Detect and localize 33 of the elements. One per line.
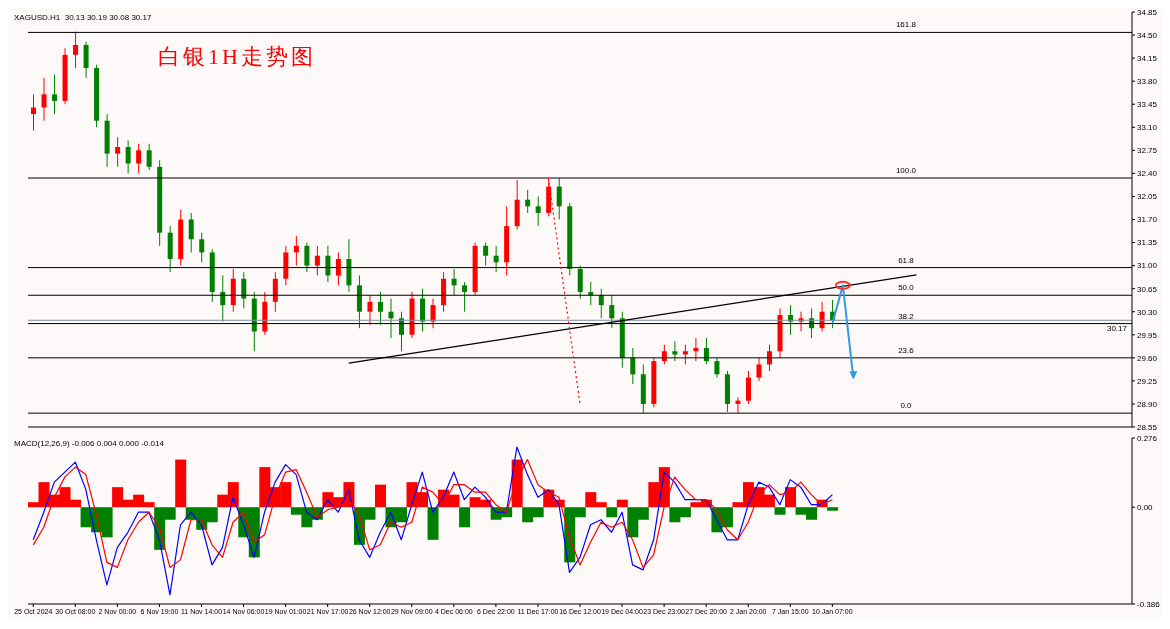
y-tick-label: 29.60 xyxy=(1137,353,1158,363)
chart-title: MACD(12,26,9) -0.006 0.004 0.000 -0.014 xyxy=(14,439,164,448)
annotation: 23.6 xyxy=(898,345,915,355)
y-tick-label: 31.00 xyxy=(1137,261,1158,271)
chart-title: XAGUSD.H1 30.13 30.19 30.08 30.17 xyxy=(14,13,152,22)
y-tick-label: 29.25 xyxy=(1137,376,1158,386)
y-tick-label: 29.95 xyxy=(1137,330,1158,340)
y-tick-label: 30.65 xyxy=(1137,284,1158,294)
annotation: 白银1H走势图 xyxy=(158,43,316,71)
y-tick-label: 28.90 xyxy=(1137,399,1158,409)
y-tick-label: 32.75 xyxy=(1137,146,1158,156)
y-tick-label: 33.45 xyxy=(1137,100,1158,110)
y-tick-label: 0.00 xyxy=(1137,503,1154,513)
annotation: 61.8 xyxy=(898,255,915,265)
y-tick-label: 31.70 xyxy=(1137,215,1158,225)
annotation: 38.2 xyxy=(898,311,915,321)
annotation: 100.0 xyxy=(895,166,917,175)
annotation: 0.0 xyxy=(900,401,913,411)
y-tick-label: 34.50 xyxy=(1137,30,1158,40)
y-tick-label: 32.05 xyxy=(1137,192,1158,202)
ref-line-label: 30.17 xyxy=(1106,323,1128,333)
annotation: 50.0 xyxy=(898,283,915,293)
y-tick-label: 32.40 xyxy=(1137,169,1158,179)
y-tick-label: 33.80 xyxy=(1137,77,1158,87)
y-tick-label: -0.386 xyxy=(1137,599,1161,609)
y-tick-label: 28.55 xyxy=(1137,422,1158,432)
y-tick-label: 31.35 xyxy=(1137,238,1158,248)
y-tick-label: 0.276 xyxy=(1137,433,1158,443)
annotation: 161.8 xyxy=(895,20,917,30)
y-tick-label: 30.30 xyxy=(1137,307,1158,317)
y-tick-label: 33.10 xyxy=(1137,123,1158,133)
y-tick-label: 34.85 xyxy=(1137,7,1158,17)
y-tick-label: 34.15 xyxy=(1137,53,1158,63)
